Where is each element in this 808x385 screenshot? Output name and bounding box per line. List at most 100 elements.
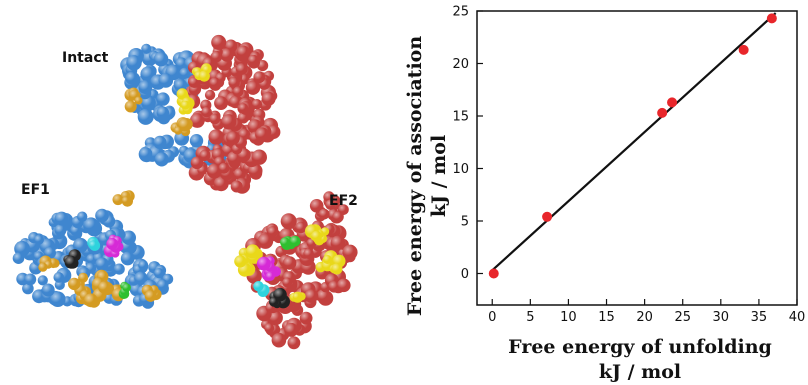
x-tick-label: 25 [674,310,691,325]
atom-sphere-gold [38,262,48,272]
atom-sphere-blue [137,108,154,125]
intact-protein-structure [120,34,281,194]
atom-sphere-blue [153,135,167,149]
atom-sphere-yellow [180,100,190,110]
x-tick-label: 20 [636,310,653,325]
atom-sphere-blue [41,283,55,297]
ef2-fragment-structure [234,191,358,350]
atom-sphere-red [257,233,274,249]
atom-sphere-blue [12,252,25,264]
atom-sphere-red [342,244,358,260]
data-point [667,97,678,108]
atom-sphere-blue [189,134,204,148]
atom-sphere-blue [53,272,65,283]
atom-sphere-red [206,163,222,179]
x-tick-label: 35 [751,310,768,325]
scatter-chart: 0 5 10 15 20 25 30 35 40 0 5 10 15 20 25 Free energy o… [404,5,805,384]
atom-sphere-yellow [331,263,343,275]
atom-sphere-red [330,235,346,251]
ef1-fragment-structure [12,190,174,309]
atom-sphere-yellow [198,70,210,82]
atom-sphere-blue [126,55,142,71]
atom-sphere-yellow [234,255,247,268]
atom-sphere-gold [124,100,137,113]
atom-sphere-red [228,76,240,89]
atom-sphere-blue [24,273,37,286]
atom-sphere-red [282,256,297,270]
atom-sphere-red [299,311,313,325]
atom-sphere-blue [125,71,139,85]
atom-sphere-green [289,235,301,247]
atom-sphere-red [218,162,230,174]
atom-sphere-red [271,332,287,348]
atom-sphere-red [226,131,240,145]
atom-sphere-blue [138,147,153,161]
atom-sphere-red [220,48,234,62]
y-tick-label: 15 [452,110,469,125]
atom-sphere-yellow [176,88,188,100]
atom-sphere-green [122,283,131,292]
atom-sphere-blue [83,217,99,234]
atom-sphere-gold [98,281,111,294]
atom-sphere-blue [156,106,170,119]
atom-sphere-blue [95,257,109,271]
atom-sphere-red [316,289,331,304]
x-axis-title-line2: kJ / mol [599,361,681,383]
atom-sphere-red [284,322,299,337]
atom-sphere-gold [112,194,124,206]
data-point [766,13,777,24]
atom-sphere-red [199,149,211,161]
x-tick-label: 10 [560,310,577,325]
atom-sphere-red [337,278,351,293]
atom-sphere-blue [37,275,48,286]
atom-sphere-red [201,106,212,118]
atom-sphere-blue [73,237,88,253]
atom-sphere-red [189,113,205,128]
atom-sphere-blue [120,251,135,266]
atom-sphere-gold [78,272,89,283]
fit-line [491,12,777,272]
atom-sphere-red [221,114,237,130]
data-point [657,107,668,118]
atom-sphere-blue [22,282,34,295]
atom-sphere-blue [153,51,169,67]
atom-sphere-red [261,91,276,106]
atom-sphere-blue [50,291,66,308]
atom-sphere-red [209,113,221,125]
y-axis-title-line1: Free energy of association [404,36,426,317]
atom-sphere-magenta [106,238,119,250]
atom-sphere-gold [83,293,98,308]
atom-sphere-black [269,297,279,307]
atom-sphere-blue [95,208,109,223]
data-point [488,268,499,279]
tick-labels: 0 5 10 15 20 25 30 35 40 0 5 10 15 20 25 [452,5,805,326]
atom-sphere-gold [134,96,143,105]
y-tick-label: 10 [452,162,469,177]
atom-sphere-yellow [311,230,322,242]
atom-sphere-cyan [253,281,264,292]
atom-sphere-red [264,323,275,334]
atom-sphere-red [287,336,301,350]
atom-sphere-red [248,163,263,178]
atom-sphere-red [190,156,204,170]
label-ef1: EF1 [21,182,50,198]
atom-sphere-red [268,310,283,326]
x-tick-label: 40 [789,310,806,325]
atom-sphere-red [211,34,227,50]
y-tick-label: 25 [452,5,469,20]
x-axis-title-line1: Free energy of unfolding [508,336,772,358]
label-intact: Intact [62,50,109,66]
atom-sphere-red [204,89,216,101]
atom-sphere-red [325,199,336,210]
plot-area-frame [476,10,798,306]
atom-sphere-blue [138,260,149,271]
x-tick-label: 5 [526,310,534,325]
atom-sphere-gold [144,290,157,302]
atom-sphere-blue [158,73,174,88]
molecule-renderings [12,34,358,350]
atom-sphere-yellow [245,244,260,259]
atom-sphere-blue [54,224,67,237]
atom-sphere-yellow [322,255,332,264]
atom-sphere-blue [154,152,169,167]
atom-sphere-red [304,289,319,303]
